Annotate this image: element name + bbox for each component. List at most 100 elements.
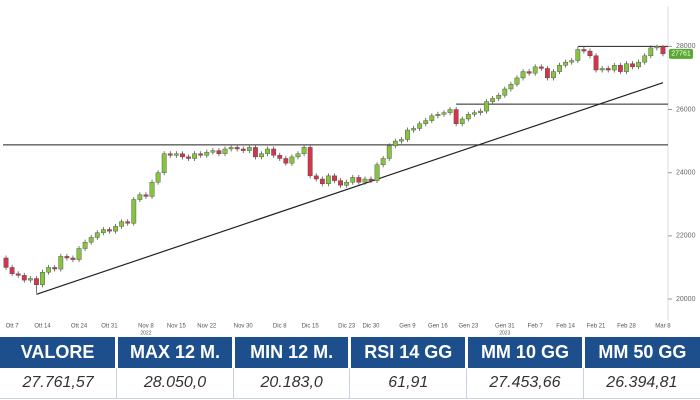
candle-body — [222, 148, 228, 154]
candle-body — [642, 55, 648, 63]
x-tick-label: Nov 8 — [138, 324, 154, 330]
candle-body — [216, 150, 222, 154]
candle-body — [167, 153, 173, 156]
y-tick-label: 28000 — [676, 43, 696, 50]
y-tick-label: 20000 — [676, 296, 696, 303]
value-cell: 61,91 — [349, 368, 467, 399]
candle-body — [526, 71, 532, 74]
candle-body — [192, 153, 198, 159]
candle-body — [94, 232, 100, 238]
candle-body — [307, 147, 313, 177]
candle-body — [149, 181, 155, 197]
candle-body — [113, 226, 118, 232]
candle-body — [131, 199, 137, 224]
candle-body — [380, 158, 386, 165]
candle-body — [173, 153, 179, 156]
candle-body — [9, 267, 15, 274]
year-label: 2023 — [499, 330, 510, 336]
candle-body — [313, 175, 319, 180]
candle-body — [155, 172, 161, 183]
candle-body — [484, 101, 489, 112]
value-row: 27.761,57 28.050,0 20.183,0 61,91 27.453,66 2… — [0, 368, 700, 399]
candle-body — [593, 55, 599, 71]
value-cell: 28.050,0 — [116, 368, 234, 399]
candle-body — [605, 68, 611, 71]
candle-body — [210, 150, 216, 153]
candle-body — [423, 120, 429, 124]
candle-body — [271, 148, 277, 156]
candle-body — [502, 88, 508, 96]
header-cell: RSI 14 GG — [348, 337, 467, 368]
value-cell: 20.183,0 — [232, 368, 350, 399]
x-tick-label: Ott 31 — [101, 324, 118, 330]
candle-body — [326, 175, 331, 184]
candle-body — [544, 68, 550, 79]
candle-body — [58, 256, 64, 270]
x-tick-label: Dic 23 — [338, 324, 356, 330]
candle-body — [119, 221, 125, 227]
candle-body — [350, 177, 356, 183]
candle-body — [64, 256, 70, 259]
x-tick-label: Mar 8 — [655, 324, 671, 330]
last-price-label: 27761 — [671, 51, 691, 58]
candle-body — [447, 109, 453, 113]
candle-body — [259, 153, 264, 158]
candle-body — [429, 115, 435, 121]
candle-body — [82, 241, 88, 249]
x-tick-label: Nov 30 — [234, 324, 254, 330]
candle-body — [52, 267, 58, 270]
candle-body — [125, 221, 131, 224]
x-tick-label: Ott 24 — [71, 324, 88, 330]
chart: 20000 22000 24000 26000 28000 Ott 7 Ott 14 Ott … — [3, 6, 696, 336]
candle-body — [107, 229, 112, 232]
candle-body — [40, 271, 45, 286]
candle-body — [532, 66, 538, 74]
candle-body — [648, 47, 654, 57]
x-tick-label: Gen 16 — [428, 324, 448, 330]
candle-body — [204, 151, 210, 156]
value-cell: 26.394,81 — [582, 368, 700, 399]
x-tick-label: Gen 31 — [495, 324, 515, 330]
x-tick-label: Dic 8 — [273, 324, 287, 330]
value-cell: 27.761,57 — [0, 368, 117, 399]
candle-body — [630, 63, 635, 68]
header-cell: MM 10 GG — [465, 337, 584, 368]
header-cell: MAX 12 M. — [115, 337, 234, 368]
candle-body — [180, 153, 185, 158]
candle-body — [15, 273, 21, 276]
candle-body — [636, 61, 642, 68]
candle-body — [417, 123, 423, 129]
header-cell: MIN 12 M. — [231, 337, 350, 368]
x-tick-label: Feb 7 — [528, 324, 544, 330]
candle-body — [617, 65, 623, 72]
candle-body — [575, 49, 581, 61]
candle-body — [137, 194, 143, 200]
candle-body — [660, 46, 666, 55]
candle-body — [399, 139, 404, 142]
header-cell: VALORE — [0, 337, 117, 368]
x-tick-label: Feb 28 — [617, 324, 636, 330]
candle-body — [654, 46, 660, 49]
candle-body — [624, 63, 629, 72]
candle-body — [611, 65, 617, 71]
candle-body — [435, 114, 441, 117]
candle-body — [88, 237, 94, 243]
candle-body — [70, 257, 76, 260]
candle-body — [478, 110, 483, 113]
x-tick-label: Gen 9 — [399, 324, 416, 330]
candle-body — [344, 181, 350, 186]
candle-body — [240, 148, 246, 151]
header-cell: MM 50 GG — [581, 337, 700, 368]
candle-body — [362, 178, 368, 183]
candle-body — [289, 156, 295, 164]
candle-body — [332, 175, 337, 181]
candle-body — [465, 114, 471, 120]
candle-body — [319, 178, 325, 184]
trend-line — [36, 82, 664, 295]
x-tick-label: Dic 30 — [362, 324, 380, 330]
candle-body — [246, 147, 252, 151]
header-row: VALORE MAX 12 M. MIN 12 M. RSI 14 GG MM 10 G… — [0, 337, 700, 368]
candle-body — [411, 128, 416, 131]
value-cell: 27.453,66 — [466, 368, 584, 399]
candle-body — [143, 194, 149, 197]
